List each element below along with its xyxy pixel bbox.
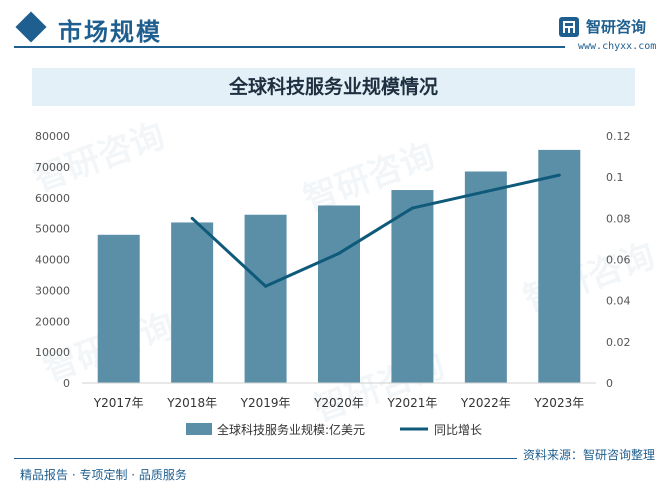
y-left-tick-label: 50000	[35, 223, 70, 236]
y-left-tick-label: 10000	[35, 346, 70, 359]
legend: 全球科技服务业规模:亿美元 同比增长	[186, 422, 482, 437]
growth-line	[191, 173, 560, 288]
y-right-tick-label: 0.1	[606, 171, 624, 184]
x-tick-label: Y2017年	[93, 396, 144, 410]
line-series	[190, 173, 561, 288]
y-right-tick-label: 0.12	[606, 130, 631, 143]
bar	[318, 205, 360, 383]
legend-line-label: 同比增长	[434, 423, 482, 437]
header: 市场规模 智研咨询 www.chyxx.com	[0, 0, 667, 60]
legend-bar-swatch	[186, 423, 212, 435]
growth-point	[337, 251, 341, 255]
y-left-tick-label: 20000	[35, 315, 70, 328]
y-right-tick-label: 0.08	[606, 212, 631, 225]
growth-point	[410, 206, 414, 210]
legend-bar-label: 全球科技服务业规模:亿美元	[217, 422, 365, 437]
y-left-tick-label: 70000	[35, 161, 70, 174]
y-left-tick-label: 40000	[35, 254, 70, 267]
bar	[171, 222, 214, 383]
y-right-tick-label: 0.02	[606, 336, 631, 349]
footer-divider	[14, 458, 654, 459]
header-divider	[14, 46, 565, 48]
growth-point	[557, 173, 561, 177]
chart-title: 全球科技服务业规模情况	[228, 76, 438, 98]
x-tick-label: Y2022年	[460, 396, 511, 410]
bar-series	[97, 149, 581, 383]
bar	[97, 234, 140, 383]
bar	[244, 214, 287, 383]
x-tick-label: Y2023年	[533, 396, 584, 410]
brand-logo-icon	[559, 17, 579, 37]
x-tick-label: Y2019年	[240, 396, 291, 410]
y-left-tick-label: 80000	[35, 130, 70, 143]
brand-name: 智研咨询	[586, 18, 647, 36]
bar	[391, 190, 434, 383]
y-left-tick-label: 0	[63, 377, 70, 390]
bottom-bar	[0, 462, 667, 498]
bar	[464, 171, 507, 383]
y-right-tick-label: 0	[606, 377, 613, 390]
growth-point	[264, 284, 268, 288]
brand-site: www.chyxx.com	[578, 41, 657, 52]
source-note: 资料来源：智研咨询整理	[516, 446, 655, 463]
growth-point	[484, 190, 488, 194]
y-left-tick-label: 60000	[35, 192, 70, 205]
slogan: 精品报告 · 专项定制 · 品质服务	[20, 468, 187, 482]
bar	[538, 149, 581, 383]
growth-point	[190, 216, 194, 220]
x-tick-label: Y2020年	[313, 396, 364, 410]
y-right-tick-label: 0.04	[606, 295, 631, 308]
chart-title-band: 全球科技服务业规模情况	[32, 68, 635, 106]
y-right-tick-label: 0.06	[606, 254, 631, 267]
x-axis: Y2017年 Y2018年 Y2019年 Y2020年 Y2021年 Y2022年 Y202…	[93, 396, 584, 410]
y-left-tick-label: 30000	[35, 284, 70, 297]
y-axis-left: 0 10000 20000 30000 40000 50000 60000 70000 8000…	[35, 130, 70, 390]
section-title: 市场规模	[58, 18, 162, 46]
y-axis-right: 0 0.02 0.04 0.06 0.08 0.1 0.12	[606, 130, 631, 390]
x-tick-label: Y2018年	[166, 396, 217, 410]
x-tick-label: Y2021年	[386, 396, 437, 410]
